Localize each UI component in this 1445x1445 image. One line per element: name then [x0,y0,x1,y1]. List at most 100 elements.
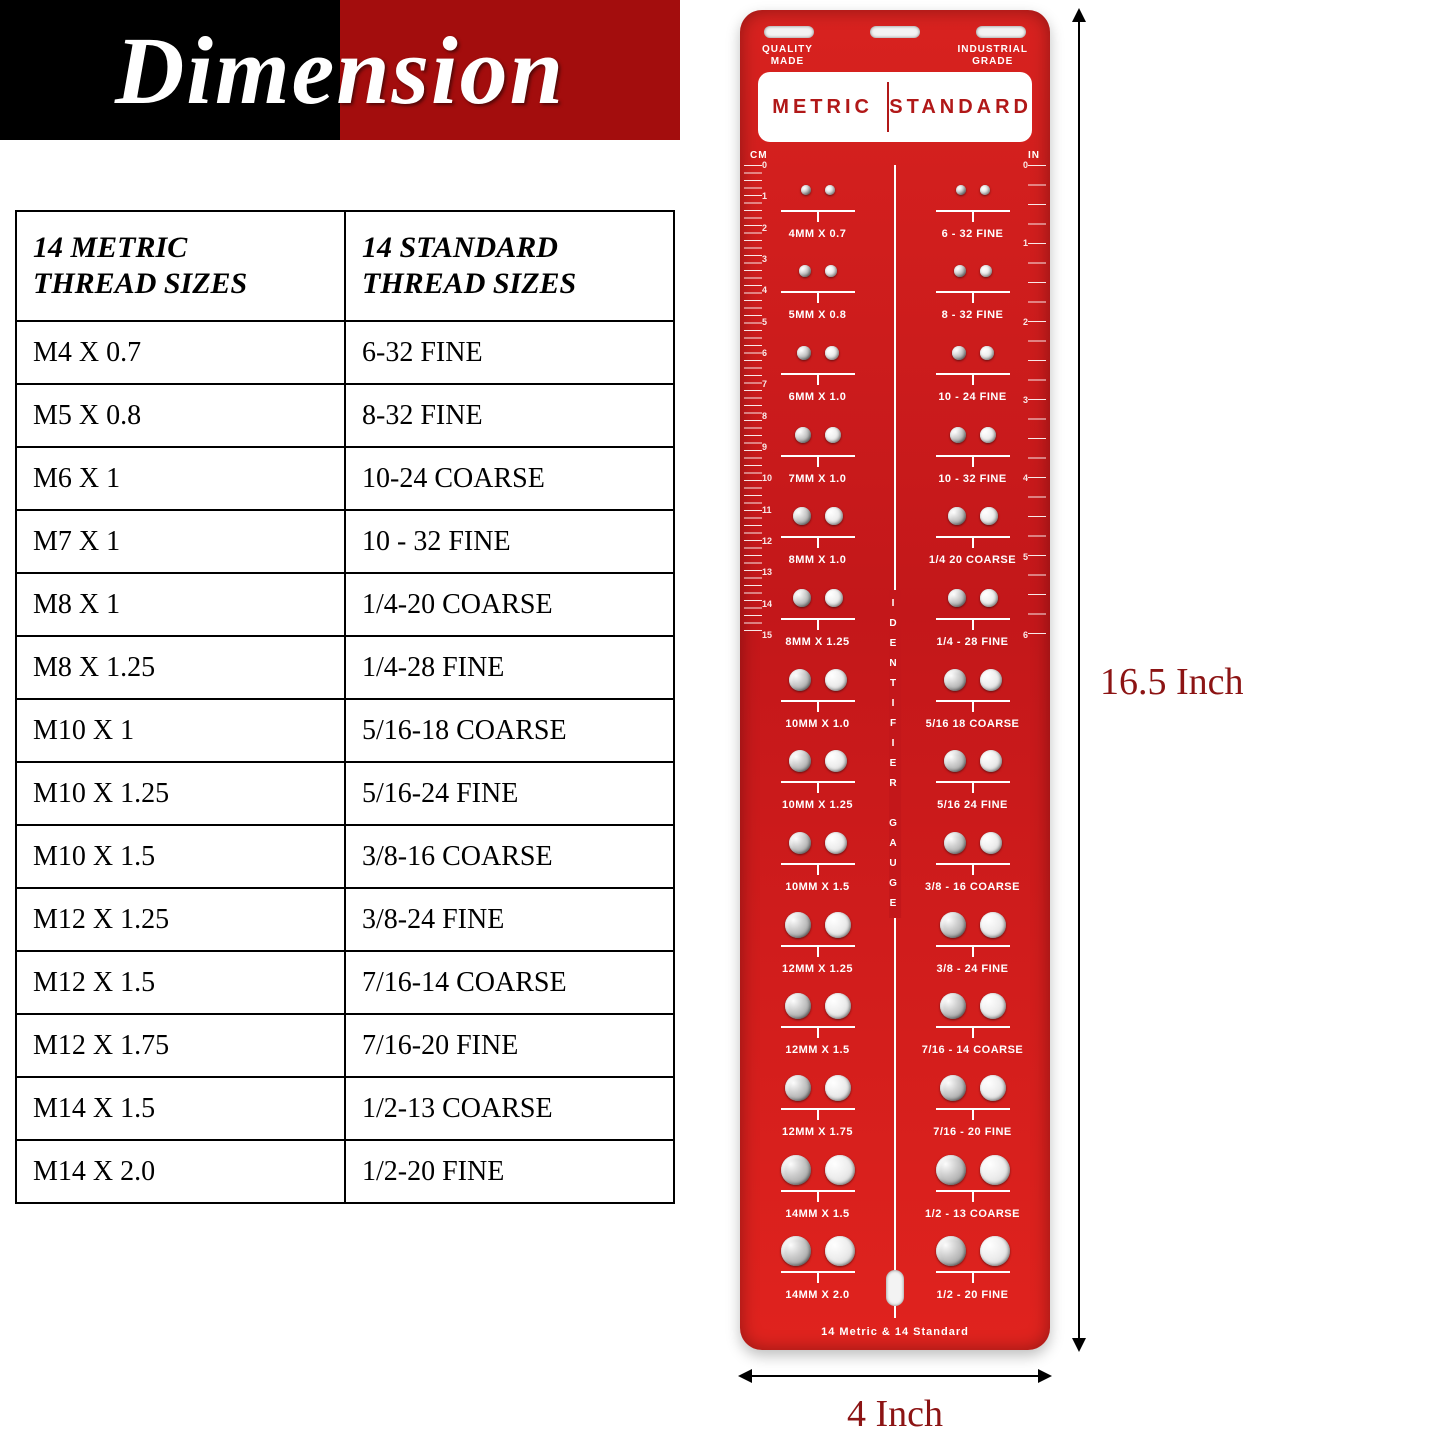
bracket-icon [936,1026,1010,1044]
table-row: M14 X 2.01/2-20 FINE [16,1140,674,1203]
gauge-row-standard: 3/8 - 16 COARSE [895,818,1050,900]
screw-post-icon [936,1155,966,1185]
cell-standard: 1/2-20 FINE [345,1140,674,1203]
metric-size-label: 8MM X 1.25 [785,636,849,648]
standard-size-label: 1/4 20 COARSE [929,554,1016,566]
table-row: M5 X 0.88-32 FINE [16,384,674,447]
thread-hole-icon [980,1155,1010,1185]
screw-post-icon [950,427,966,443]
thread-hole-icon [980,1236,1010,1266]
thread-hole-icon [825,185,835,195]
gauge-row: 10MM X 1.25 5/16 24 FINE [740,736,1050,818]
screw-post-icon [940,912,966,938]
gauge-row: 14MM X 1.5 1/2 - 13 COARSE [740,1145,1050,1227]
cell-metric: M12 X 1.75 [16,1014,345,1077]
cell-standard: 8-32 FINE [345,384,674,447]
table-row: M8 X 1.251/4-28 FINE [16,636,674,699]
mount-slot-right [976,26,1026,38]
cell-standard: 1/4-20 COARSE [345,573,674,636]
metric-size-label: 10MM X 1.5 [785,881,849,893]
bracket-icon [781,455,855,473]
cell-metric: M8 X 1 [16,573,345,636]
screw-post-icon [944,669,966,691]
bracket-icon [781,618,855,636]
thread-hole-icon [980,1075,1006,1101]
thread-hole-icon [825,669,847,691]
screw-post-icon [940,1075,966,1101]
gauge-row: 8MM X 1.25 1/4 - 28 FINE [740,573,1050,655]
bracket-icon [936,1271,1010,1289]
gauge-row: 4MM X 0.7 6 - 32 FINE [740,165,1050,247]
bracket-icon [936,945,1010,963]
standard-size-label: 6 - 32 FINE [942,228,1004,240]
thread-hole-icon [980,912,1006,938]
gauge-row-metric: 10MM X 1.5 [740,818,895,900]
screw-post-icon [789,669,811,691]
screw-post-icon [789,832,811,854]
metric-size-label: 14MM X 2.0 [785,1289,849,1301]
cell-metric: M7 X 1 [16,510,345,573]
gauge-row-standard: 1/2 - 13 COARSE [895,1145,1050,1227]
mount-slot-bottom [886,1270,904,1306]
bracket-icon [781,1190,855,1208]
metric-size-label: 10MM X 1.25 [782,799,853,811]
gauge-row-metric: 8MM X 1.0 [740,492,895,574]
gauge-row: 12MM X 1.5 7/16 - 14 COARSE [740,981,1050,1063]
gauge-row-standard: 10 - 24 FINE [895,328,1050,410]
bracket-icon [936,1108,1010,1126]
gauge-row-standard: 6 - 32 FINE [895,165,1050,247]
col-header-standard: 14 STANDARD THREAD SIZES [345,211,674,321]
thread-hole-icon [980,265,992,277]
gauge-row-standard: 8 - 32 FINE [895,247,1050,329]
unit-standard-label: STANDARD [889,72,1032,142]
cell-standard: 3/8-24 FINE [345,888,674,951]
thread-hole-icon [825,589,843,607]
bracket-icon [781,291,855,309]
gauge-container: QUALITY MADE INDUSTRIAL GRADE METRIC STA… [740,10,1110,1350]
bracket-icon [781,945,855,963]
gauge-row-standard: 5/16 24 FINE [895,736,1050,818]
thread-hole-icon [825,265,837,277]
height-dimension-label: 16.5 Inch [1100,660,1244,704]
table-row: M6 X 110-24 COARSE [16,447,674,510]
metric-size-label: 12MM X 1.5 [785,1044,849,1056]
table-row: M4 X 0.76-32 FINE [16,321,674,384]
gauge-row-standard: 1/2 - 20 FINE [895,1226,1050,1308]
screw-post-icon [797,346,811,360]
bracket-icon [781,781,855,799]
bracket-icon [936,210,1010,228]
standard-size-label: 10 - 24 FINE [938,391,1006,403]
thread-hole-icon [980,185,990,195]
cell-metric: M14 X 1.5 [16,1077,345,1140]
gauge-row-metric: 10MM X 1.25 [740,736,895,818]
metric-size-label: 12MM X 1.75 [782,1126,853,1138]
screw-post-icon [785,912,811,938]
cell-metric: M6 X 1 [16,447,345,510]
in-label: IN [1028,150,1040,161]
thread-hole-icon [825,507,843,525]
width-dimension-arrow [740,1365,1050,1387]
bracket-icon [781,863,855,881]
screw-post-icon [789,750,811,772]
screw-post-icon [948,589,966,607]
bracket-icon [936,700,1010,718]
thread-hole-icon [825,993,851,1019]
screw-post-icon [948,507,966,525]
bracket-icon [936,781,1010,799]
gauge-row-metric: 4MM X 0.7 [740,165,895,247]
thread-hole-icon [825,1155,855,1185]
cell-metric: M10 X 1.5 [16,825,345,888]
thread-hole-icon [825,832,847,854]
standard-size-label: 8 - 32 FINE [942,309,1004,321]
bracket-icon [781,1271,855,1289]
gauge-bottom-caption: 14 Metric & 14 Standard [740,1326,1050,1338]
cell-standard: 7/16-14 COARSE [345,951,674,1014]
bracket-icon [936,1190,1010,1208]
metric-size-label: 7MM X 1.0 [789,473,847,485]
standard-size-label: 3/8 - 24 FINE [937,963,1009,975]
gauge-row-metric: 10MM X 1.0 [740,655,895,737]
standard-size-label: 10 - 32 FINE [938,473,1006,485]
thread-hole-icon [980,832,1002,854]
thread-hole-icon [980,507,998,525]
gauge-row-metric: 12MM X 1.5 [740,981,895,1063]
